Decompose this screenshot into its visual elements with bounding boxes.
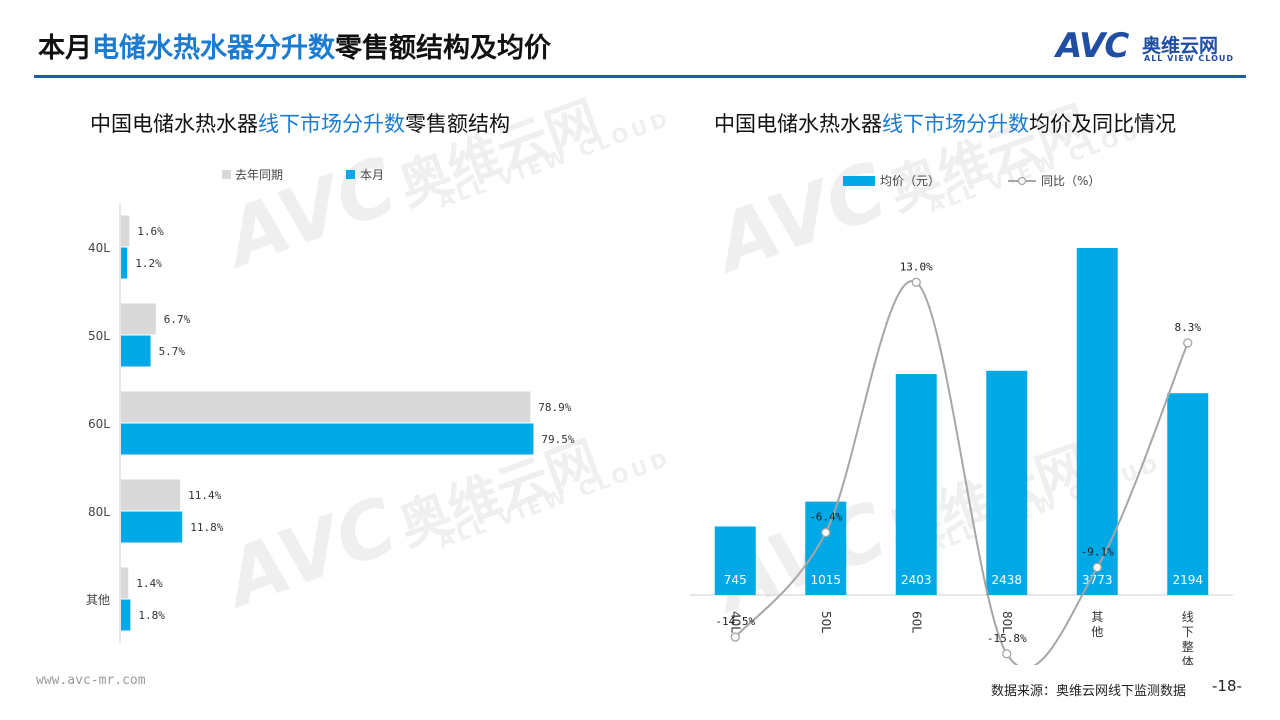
- title-divider: [34, 75, 1246, 78]
- data-label: 78.9%: [538, 401, 571, 414]
- data-label: 11.4%: [188, 489, 221, 502]
- bar-this-month: [121, 335, 151, 367]
- legend-label-avg-price: 均价（元）: [880, 174, 940, 188]
- yoy-line: [734, 280, 1189, 665]
- category-label: 50L: [819, 611, 833, 633]
- legend-swatch-last-year: [222, 170, 231, 179]
- yoy-point: [1183, 338, 1193, 348]
- left-title-prefix: 中国电储水热水器: [90, 112, 258, 136]
- right-chart-title: 中国电储水热水器线下市场分升数均价及同比情况: [714, 108, 1176, 138]
- legend-label-yoy: 同比（%）: [1041, 174, 1100, 188]
- legend-swatch-avg-price: [843, 176, 875, 186]
- avc-logo: AVC 奥维云网 ALL VIEW CLOUD: [1056, 28, 1252, 68]
- page-number: -18-: [1212, 677, 1242, 695]
- legend-swatch-this-month: [346, 170, 355, 179]
- yoy-label: 8.3%: [1175, 321, 1202, 334]
- right-title-suffix: 均价及同比情况: [1029, 112, 1176, 136]
- category-label: 60L: [88, 417, 110, 431]
- footer-url: www.avc-mr.com: [36, 673, 146, 688]
- right-title-prefix: 中国电储水热水器: [714, 112, 882, 136]
- bar-avg-price: [1167, 393, 1209, 595]
- category-label: 80L: [1000, 611, 1014, 633]
- bar-avg-price: [714, 526, 756, 595]
- category-label: 40L: [88, 241, 110, 255]
- bar-avg-price: [895, 373, 937, 595]
- yoy-point: [1092, 562, 1102, 573]
- yoy-label: 13.0%: [900, 260, 933, 273]
- bar-this-month: [121, 511, 183, 543]
- yoy-point: [730, 632, 740, 642]
- category-label: 40L: [728, 611, 742, 633]
- data-label: 79.5%: [541, 433, 574, 446]
- bar-value-label: 3773: [1082, 573, 1113, 587]
- yoy-point: [911, 277, 921, 287]
- bar-this-month: [121, 599, 131, 631]
- bar-value-label: 1015: [810, 573, 841, 587]
- footer-source: 数据来源：奥维云网线下监测数据: [991, 684, 1187, 699]
- bar-value-label: 2403: [901, 573, 932, 587]
- logo-chinese-name: 奥维云网: [1142, 35, 1219, 57]
- data-label: 1.6%: [137, 225, 164, 238]
- bar-last-year: [121, 391, 531, 423]
- yoy-label: -14.5%: [715, 615, 755, 628]
- legend-label-this-month: 本月: [360, 168, 384, 182]
- data-label: 1.8%: [138, 609, 165, 622]
- logo-mark: AVC: [1056, 26, 1129, 66]
- yoy-label: -6.4%: [809, 511, 842, 524]
- data-label: 1.4%: [136, 577, 163, 590]
- bar-value-label: 2194: [1172, 573, 1203, 587]
- bar-last-year: [121, 215, 130, 247]
- yoy-label: -15.8%: [987, 632, 1027, 645]
- category-label: 线下整体: [1182, 610, 1194, 665]
- bar-last-year: [121, 479, 181, 511]
- title-suffix: 零售额结构及均价: [335, 33, 551, 64]
- bar-avg-price: [986, 370, 1028, 595]
- avg-price-chart: 均价（元） 同比（%） 745 40L 1015 50L 2403 60L 2438 80L 377…: [690, 174, 1233, 665]
- title-prefix: 本月: [38, 33, 92, 64]
- left-chart-title: 中国电储水热水器线下市场分升数零售额结构: [90, 108, 510, 138]
- category-label: 80L: [88, 505, 110, 519]
- legend-marker-yoy: [1017, 176, 1027, 186]
- share-structure-chart: 去年同期 本月 40L 1.6% 1.2% 50L 6.7% 5.7% 60L 78.9% 79.5…: [86, 168, 575, 643]
- category-label: 其他: [86, 593, 110, 607]
- bar-value-label: 745: [724, 573, 747, 587]
- left-title-suffix: 零售额结构: [405, 112, 510, 136]
- right-title-highlight: 线下市场分升数: [882, 112, 1029, 136]
- bar-avg-price: [1076, 248, 1118, 595]
- category-label: 50L: [88, 329, 110, 343]
- bar-last-year: [121, 567, 129, 599]
- bar-last-year: [121, 303, 156, 335]
- title-highlight: 电储水热水器分升数: [92, 33, 335, 64]
- bar-avg-price: [805, 501, 847, 595]
- yoy-point: [821, 527, 831, 538]
- yoy-label: -9.1%: [1081, 545, 1114, 558]
- bar-this-month: [121, 247, 128, 279]
- data-label: 6.7%: [164, 313, 191, 326]
- left-title-highlight: 线下市场分升数: [258, 112, 405, 136]
- page-title: 本月电储水热水器分升数零售额结构及均价: [38, 26, 551, 65]
- data-label: 1.2%: [135, 257, 162, 270]
- data-label: 11.8%: [190, 521, 223, 534]
- yoy-point: [1002, 649, 1012, 659]
- category-label: 其他: [1091, 610, 1103, 639]
- bar-this-month: [121, 423, 534, 455]
- logo-english-name: ALL VIEW CLOUD: [1144, 54, 1235, 63]
- bar-value-label: 2438: [991, 573, 1022, 587]
- legend-label-last-year: 去年同期: [235, 168, 283, 182]
- data-label: 5.7%: [159, 345, 186, 358]
- category-label: 60L: [909, 611, 923, 633]
